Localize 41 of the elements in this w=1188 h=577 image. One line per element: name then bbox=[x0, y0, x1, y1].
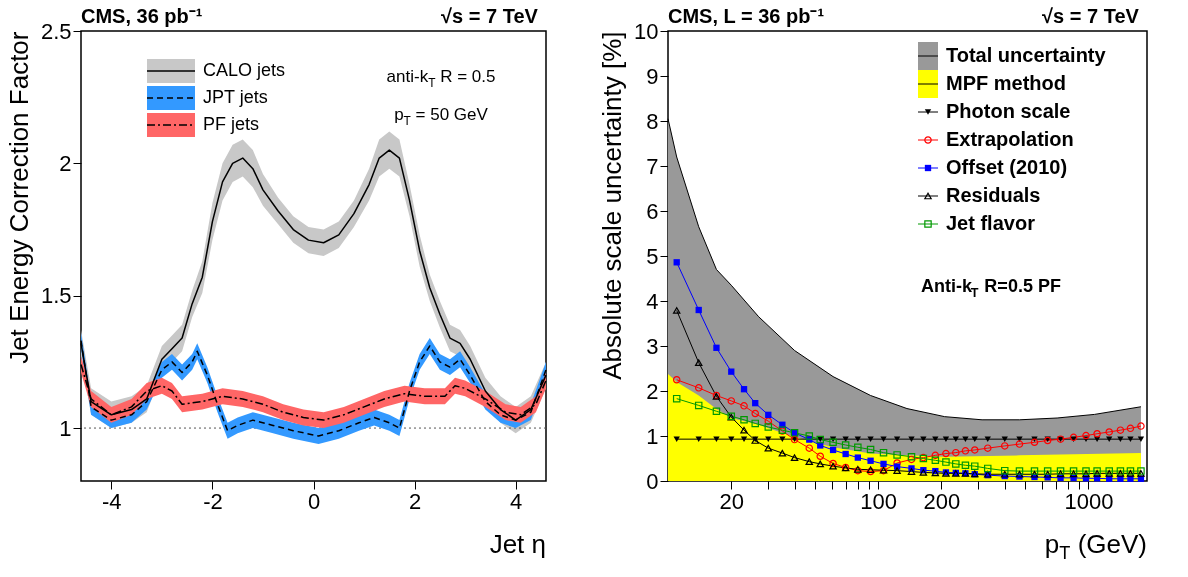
legend-label: JPT jets bbox=[203, 87, 268, 107]
legend-label: Total uncertainty bbox=[946, 44, 1107, 66]
x-tick-label: 1000 bbox=[1064, 488, 1114, 514]
legend-label: CALO jets bbox=[203, 60, 286, 80]
x-tick-label: 2 bbox=[408, 488, 422, 514]
legend-label: PF jets bbox=[203, 114, 260, 134]
y-tick-label: 1 bbox=[59, 415, 72, 441]
legend-label: Photon scale bbox=[946, 100, 1071, 122]
y-tick-label: 4 bbox=[646, 288, 659, 314]
y-tick-label: 8 bbox=[646, 108, 659, 134]
legend-label: Extrapolation bbox=[946, 128, 1074, 150]
y-axis-title: Absolute scale uncertainty [%] bbox=[597, 31, 628, 380]
y-tick-label: 3 bbox=[646, 333, 659, 359]
x-tick-label: 100 bbox=[860, 488, 898, 514]
y-tick-label: 2 bbox=[646, 378, 659, 404]
x-tick-label: 0 bbox=[307, 488, 321, 514]
legend-label: Offset (2010) bbox=[946, 156, 1068, 178]
text: √s = 7 TeV bbox=[1042, 5, 1140, 27]
text: √s = 7 TeV bbox=[441, 5, 539, 27]
x-tick-label: -2 bbox=[203, 488, 223, 514]
legend-label: Jet flavor bbox=[946, 212, 1036, 234]
y-axis-title: Jet Energy Correction Factor bbox=[3, 31, 34, 364]
x-tick-label: 20 bbox=[719, 488, 745, 514]
y-tick-label: 7 bbox=[646, 153, 659, 179]
x-tick-label: 4 bbox=[510, 488, 523, 514]
y-tick-label: 1 bbox=[646, 423, 659, 449]
y-tick-label: 2 bbox=[59, 150, 72, 176]
y-tick-label: 2.5 bbox=[40, 18, 72, 44]
y-tick-label: 0 bbox=[646, 468, 659, 494]
y-tick-label: 1.5 bbox=[40, 283, 72, 309]
y-tick-label: 5 bbox=[646, 243, 659, 269]
y-tick-label: 9 bbox=[646, 63, 659, 89]
x-tick-label: -4 bbox=[102, 488, 122, 514]
y-tick-label: 10 bbox=[634, 18, 659, 44]
x-axis-title: Jet η bbox=[489, 529, 547, 559]
y-tick-label: 6 bbox=[646, 198, 659, 224]
x-tick-label: 200 bbox=[923, 488, 961, 514]
chart-title: CMS, 36 pb⁻¹ bbox=[81, 5, 203, 27]
legend-label: Residuals bbox=[946, 184, 1041, 206]
chart-title: CMS, L = 36 pb⁻¹ bbox=[668, 5, 825, 27]
legend-label: MPF method bbox=[946, 72, 1066, 94]
